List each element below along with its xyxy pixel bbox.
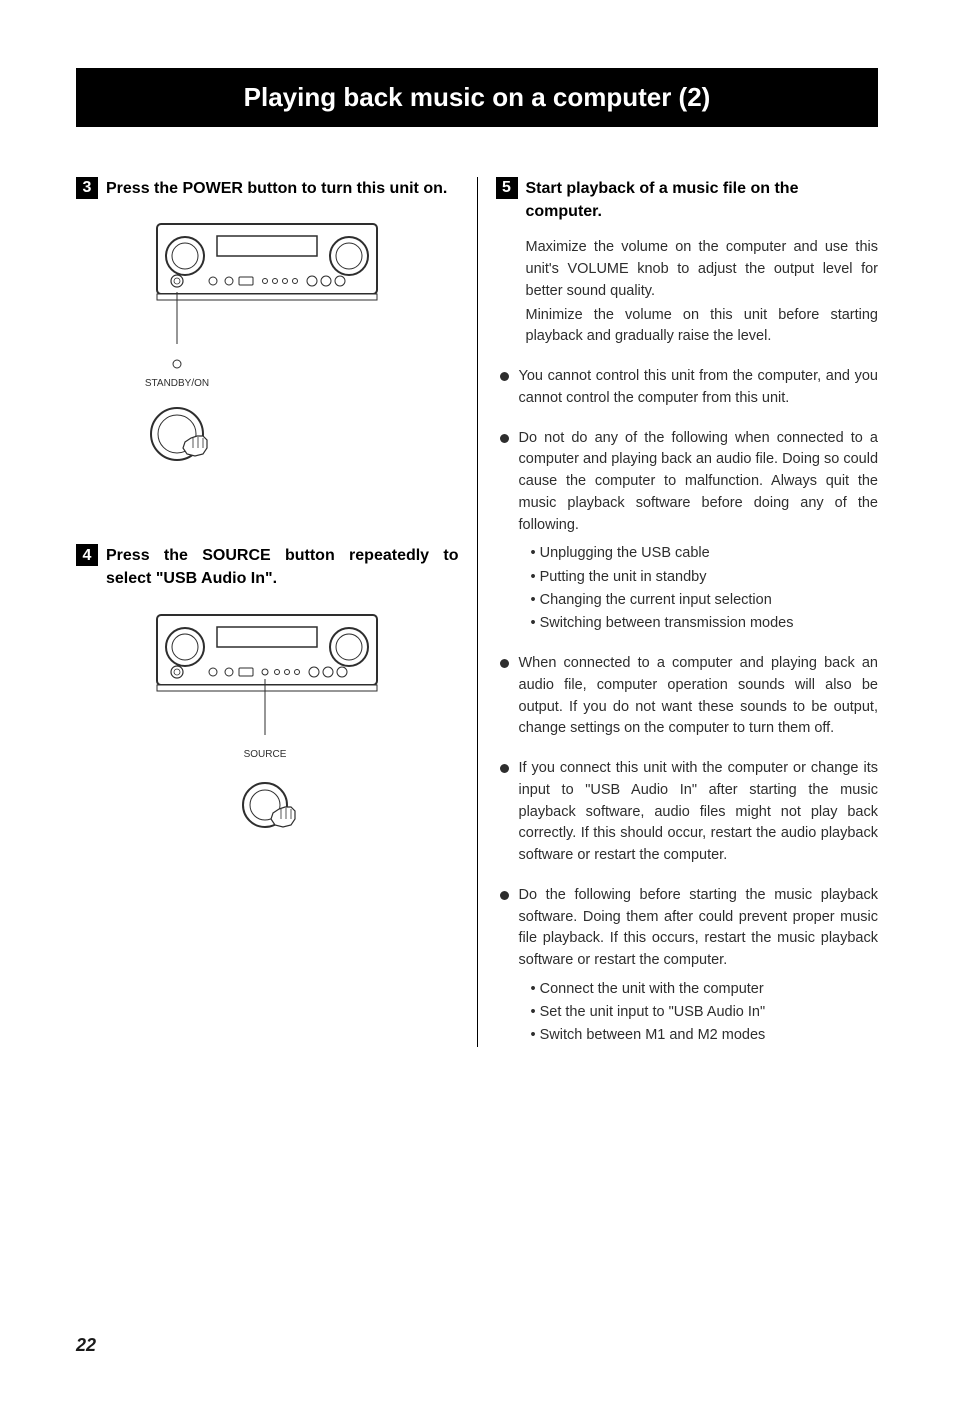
bullet-dot-icon (500, 659, 509, 668)
bullet-text: Do the following before starting the mus… (519, 885, 879, 972)
right-column: 5 Start playback of a music file on the … (478, 177, 879, 1047)
step-5-header: 5 Start playback of a music file on the … (496, 177, 879, 223)
sub-bullet-item: Set the unit input to "USB Audio In" (531, 1001, 879, 1024)
page-title: Playing back music on a computer (2) (76, 68, 878, 127)
bullet-dot-icon (500, 764, 509, 773)
sub-bullet-item: Switch between M1 and M2 modes (531, 1024, 879, 1047)
step-3-figure: STANDBY/ON (76, 214, 459, 484)
step-4-figure: SOURCE (76, 605, 459, 855)
step-4-header: 4 Press the SOURCE button repeatedly to … (76, 544, 459, 590)
step-4-number: 4 (76, 544, 98, 566)
step-3-header: 3 Press the POWER button to turn this un… (76, 177, 459, 200)
bullet-dot-icon (500, 891, 509, 900)
bullet-item: Do the following before starting the mus… (500, 885, 879, 1048)
receiver-source-diagram: SOURCE (137, 605, 397, 855)
step-5-heading: Start playback of a music file on the co… (526, 177, 879, 223)
sub-bullet-item: Unplugging the USB cable (531, 542, 879, 565)
left-column: 3 Press the POWER button to turn this un… (76, 177, 478, 1047)
sub-bullet-item: Changing the current input selection (531, 589, 879, 612)
bullet-item: Do not do any of the following when conn… (500, 428, 879, 636)
sub-bullet-item: Putting the unit in standby (531, 566, 879, 589)
content-columns: 3 Press the POWER button to turn this un… (76, 177, 878, 1047)
sub-bullet-item: Connect the unit with the computer (531, 978, 879, 1001)
bullet-text: When connected to a computer and playing… (519, 653, 879, 740)
bullet-text: If you connect this unit with the comput… (519, 758, 879, 867)
bullet-text: You cannot control this unit from the co… (519, 366, 879, 410)
step-3-heading: Press the POWER button to turn this unit… (106, 177, 459, 200)
step-3-number: 3 (76, 177, 98, 199)
step-4-heading: Press the SOURCE button repeatedly to se… (106, 544, 459, 590)
bullet-dot-icon (500, 434, 509, 443)
sub-bullet-list: Connect the unit with the computerSet th… (531, 978, 879, 1048)
step-5-paragraph-1: Maximize the volume on the computer and … (526, 237, 879, 302)
bullet-item: You cannot control this unit from the co… (500, 366, 879, 410)
sub-bullet-item: Switching between transmission modes (531, 612, 879, 635)
page-number: 22 (76, 1335, 96, 1356)
bullet-dot-icon (500, 372, 509, 381)
bullet-text: Do not do any of the following when conn… (519, 428, 879, 537)
receiver-power-diagram: STANDBY/ON (137, 214, 397, 484)
bullet-item: If you connect this unit with the comput… (500, 758, 879, 867)
bullet-item: When connected to a computer and playing… (500, 653, 879, 740)
sub-bullet-list: Unplugging the USB cablePutting the unit… (531, 542, 879, 635)
step-5-number: 5 (496, 177, 518, 199)
svg-text:STANDBY/ON: STANDBY/ON (145, 378, 209, 389)
svg-text:SOURCE: SOURCE (244, 749, 287, 760)
step-5-paragraph-2: Minimize the volume on this unit before … (526, 305, 879, 349)
